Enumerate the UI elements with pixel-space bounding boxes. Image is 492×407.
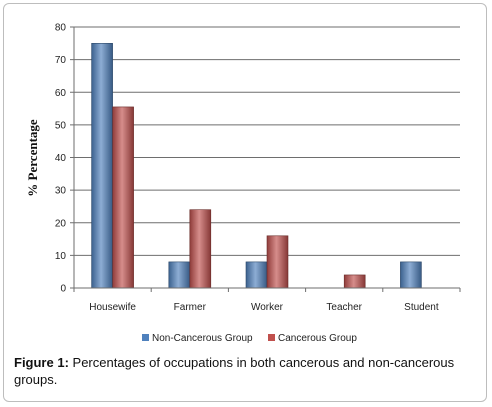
legend-label: Cancerous Group — [278, 333, 357, 344]
x-tick-label: Teacher — [326, 302, 362, 313]
y-tick-label: 80 — [55, 23, 67, 34]
legend-swatch — [268, 334, 275, 341]
x-tick-label: Housewife — [89, 302, 136, 313]
legend: Non-Cancerous Group Cancerous Group — [142, 333, 357, 344]
y-tick-label: 40 — [55, 153, 67, 164]
x-tick-label: Student — [404, 302, 439, 313]
bar-cancerous-group-farmer — [189, 209, 212, 289]
x-tick-label: Farmer — [174, 302, 207, 313]
bar-chart: 0 10 20 30 40 50 60 70 80 Housewife Farmer Worker Te… — [25, 23, 461, 344]
x-tick-label: Worker — [251, 302, 284, 313]
y-tick-label: 70 — [55, 55, 67, 66]
y-tick-label: 50 — [55, 120, 67, 131]
figure-caption: Figure 1: Percentages of occupations in … — [14, 354, 480, 388]
bar-cancerous-group-teacher — [343, 274, 366, 289]
y-tick-label: 0 — [60, 284, 66, 295]
bar-non-cancerous-group-farmer — [168, 261, 191, 289]
y-axis-label: % Percentage — [25, 119, 40, 197]
bar-cancerous-group-worker — [266, 235, 289, 289]
bar-cancerous-group-housewife — [112, 106, 134, 289]
bar-non-cancerous-group-worker — [245, 261, 268, 289]
bar-non-cancerous-group-student — [400, 261, 422, 289]
y-tick-label: 10 — [55, 251, 67, 262]
caption-text: Percentages of occupations in both cance… — [14, 355, 455, 387]
bar-non-cancerous-group-housewife — [91, 43, 113, 289]
y-tick-label: 30 — [55, 186, 67, 197]
legend-label: Non-Cancerous Group — [152, 333, 253, 344]
y-tick-label: 20 — [55, 218, 67, 229]
caption-label: Figure 1: — [14, 355, 69, 370]
legend-swatch — [142, 334, 149, 341]
figure-frame — [3, 3, 487, 402]
y-tick-label: 60 — [55, 88, 67, 99]
